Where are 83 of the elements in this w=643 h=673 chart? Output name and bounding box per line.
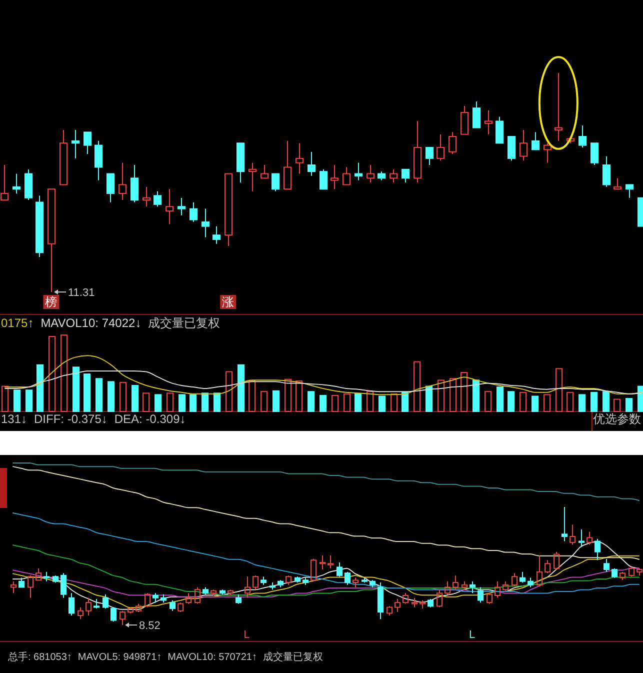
bar [154, 394, 162, 412]
text: MAVOL5: 949871↑ [78, 652, 162, 663]
candlestick [244, 576, 250, 598]
candlestick [330, 164, 338, 190]
bar [520, 392, 526, 412]
bar [344, 393, 350, 412]
bar [190, 394, 196, 412]
text: MAVOL10: 570721↑ [168, 652, 258, 663]
annotation: 8.52 [139, 620, 160, 632]
bar [602, 391, 610, 412]
candlestick [248, 162, 256, 192]
text: MAVOL10: 74022↓ [40, 316, 142, 330]
text: 成交量已复权 [262, 651, 323, 663]
bar [166, 392, 174, 412]
bar [132, 384, 138, 412]
bar [238, 364, 244, 412]
candlestick [72, 129, 80, 159]
bar [332, 394, 338, 412]
bar [460, 372, 468, 412]
bar [484, 391, 492, 412]
annotation: 11.31 [68, 287, 95, 299]
bar [14, 390, 20, 412]
bar [426, 386, 432, 412]
candlestick [554, 72, 562, 142]
bar [84, 374, 90, 412]
bar [638, 386, 643, 412]
bar [450, 378, 456, 412]
bar [72, 366, 80, 412]
bar [626, 398, 632, 412]
text: DIFF: -0.375↓ [34, 412, 108, 426]
bar [272, 390, 280, 412]
text: 优选参数 [593, 412, 641, 426]
text: 成交量已复权 [148, 316, 220, 330]
bar [108, 381, 114, 412]
bar [472, 380, 480, 412]
bar [508, 391, 514, 412]
bar [320, 394, 326, 412]
bar [532, 396, 538, 412]
candlestick [202, 208, 210, 238]
bar [2, 386, 8, 412]
bar [226, 371, 232, 412]
bar [202, 392, 208, 412]
bar [590, 392, 598, 412]
bar [496, 386, 504, 412]
bar [48, 336, 56, 412]
text: 总手: 681053↑ [7, 651, 72, 663]
bar [378, 396, 386, 412]
text: 0175↑ [1, 316, 34, 330]
bar [120, 382, 126, 412]
bar [142, 392, 150, 412]
bar [60, 334, 68, 412]
bar [414, 361, 420, 412]
text: DEA: -0.309↓ [114, 412, 186, 426]
bar [26, 390, 32, 412]
bar [36, 364, 44, 412]
bar [366, 391, 374, 412]
bar [578, 394, 586, 412]
bar [438, 380, 444, 412]
bar [614, 398, 620, 412]
candlestick [118, 162, 126, 201]
text: 131↓ [1, 412, 28, 426]
bar [390, 393, 398, 412]
bar [402, 392, 408, 412]
bar [96, 378, 102, 412]
x-tick-label: L [469, 629, 476, 641]
bar [354, 393, 362, 412]
bar [214, 392, 220, 412]
candlestick [484, 110, 492, 135]
bar [284, 378, 292, 412]
bar [296, 380, 302, 412]
candlestick [166, 188, 174, 225]
bar [308, 391, 314, 412]
bar [556, 368, 562, 412]
candlestick [142, 186, 150, 208]
bar [178, 394, 186, 412]
candlestick [320, 554, 326, 570]
bar [566, 392, 574, 412]
candlestick [296, 142, 304, 174]
x-tick-label: L [244, 629, 250, 641]
bar [248, 380, 256, 412]
bar [260, 391, 268, 412]
candlestick [178, 197, 186, 216]
bar [544, 394, 550, 412]
